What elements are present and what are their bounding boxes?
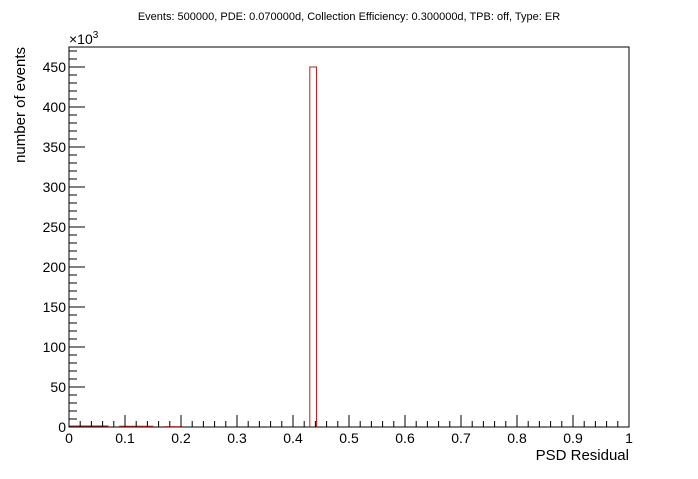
y-tick-label: 150: [43, 299, 67, 315]
x-axis-label: PSD Residual: [536, 447, 629, 464]
histogram-bar-3: [310, 67, 317, 427]
x-tick-label: 0.6: [395, 430, 415, 446]
x-tick-label: 0.2: [171, 430, 191, 446]
x-tick-label: 0.4: [283, 430, 303, 446]
y-tick-label: 400: [43, 99, 67, 115]
x-axis: 0 0.1 0.2 0.3 0.4 0.5 0.6 0.7 0.8 0.9 1: [65, 415, 633, 446]
x-tick-label: 0.9: [563, 430, 583, 446]
x-tick-label: 1: [625, 430, 633, 446]
y-tick-label: 250: [43, 219, 67, 235]
y-tick-label: 450: [43, 59, 67, 75]
y-multiplier-base: ×10: [69, 31, 93, 47]
x-tick-label: 0.1: [115, 430, 135, 446]
x-tick-label: 0.8: [507, 430, 527, 446]
y-axis: 0 50 100 150 200 250 300 350 400 450: [43, 51, 85, 435]
x-tick-label: 0.7: [451, 430, 471, 446]
y-multiplier-exponent: 3: [93, 30, 99, 41]
histogram-bars: [69, 67, 317, 427]
y-axis-label: number of events: [12, 47, 29, 163]
y-tick-label: 0: [58, 419, 66, 435]
y-tick-label: 300: [43, 179, 67, 195]
x-tick-label: 0.5: [339, 430, 359, 446]
y-tick-label: 200: [43, 259, 67, 275]
x-tick-label: 0.3: [227, 430, 247, 446]
x-tick-label: 0: [65, 430, 73, 446]
plot-frame: [69, 47, 629, 427]
y-multiplier: ×103: [69, 30, 99, 47]
y-tick-label: 50: [50, 379, 66, 395]
y-tick-label: 350: [43, 139, 67, 155]
chart-title: Events: 500000, PDE: 0.070000d, Collecti…: [138, 11, 560, 23]
y-tick-label: 100: [43, 339, 67, 355]
